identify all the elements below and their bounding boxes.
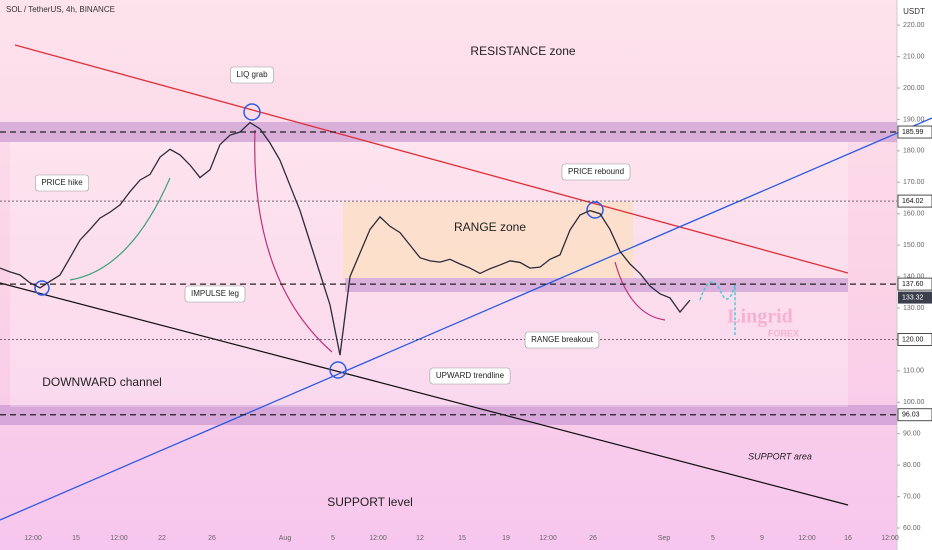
y-tick-label: 160.00 [903, 211, 925, 218]
range-box [343, 202, 633, 278]
channel-bottom [0, 282, 849, 506]
y-tick-label: 190.00 [903, 116, 925, 123]
currency-label: USDT [903, 7, 925, 16]
annotation: RANGE breakout [531, 335, 594, 344]
x-tick-label: 12:00 [369, 535, 387, 542]
y-tick-label: 220.00 [903, 22, 925, 29]
y-tick-label: 210.00 [903, 53, 925, 60]
watermark-brand: Lingrid [727, 306, 793, 328]
annotation: SUPPORT area [748, 451, 812, 461]
x-tick-label: Aug [279, 535, 292, 542]
y-tick-label: 100.00 [903, 399, 925, 406]
level-tag [897, 408, 932, 422]
x-tick-label: 12:00 [539, 535, 557, 542]
annotation: PRICE hike [41, 178, 83, 187]
annotation: SUPPORT level [327, 495, 413, 509]
annotation-box [429, 367, 511, 385]
x-tick-label: 19 [502, 535, 510, 542]
level-label: 164.02 [902, 198, 924, 205]
x-tick-label: 26 [208, 535, 216, 542]
level-label: 120.00 [902, 336, 924, 343]
y-tick-label: 150.00 [903, 242, 925, 249]
x-tick-label: 12 [416, 535, 424, 542]
y-tick-label: 180.00 [903, 148, 925, 155]
hike-arrow [69, 177, 171, 281]
y-tick-label: 130.00 [903, 305, 925, 312]
annotation: LIQ grab [236, 70, 268, 79]
y-tick-label: 140.00 [903, 273, 925, 280]
watermark-sub: FOREX [768, 328, 799, 338]
breakout-arrow [614, 261, 666, 321]
level-label: 185.99 [902, 129, 924, 136]
x-tick-label: 22 [158, 535, 166, 542]
y-tick-label: 80.00 [903, 462, 921, 469]
marker-circle [243, 103, 261, 121]
header: SOL / TetherUS, 4h, BINANCE [6, 5, 115, 14]
x-tick-label: 15 [458, 535, 466, 542]
annotation: RESISTANCE zone [470, 44, 575, 58]
level-tag [897, 194, 932, 208]
marker-circle [586, 201, 604, 219]
annotation: IMPULSE leg [191, 289, 239, 298]
x-tick-label: 12:00 [24, 535, 42, 542]
support-band [0, 405, 897, 425]
range-band [345, 278, 848, 292]
y-tick-label: 90.00 [903, 431, 921, 438]
y-tick-label: 60.00 [903, 525, 921, 532]
x-tick-label: 5 [711, 535, 715, 542]
price-axis-panel [897, 0, 932, 550]
resistance-band [0, 122, 897, 142]
price-line [0, 121, 691, 356]
x-tick-label: Sep [658, 535, 671, 542]
marker-circle [329, 361, 347, 379]
x-tick-label: 12:00 [110, 535, 128, 542]
level-label: 96.03 [902, 412, 920, 419]
x-tick-label: 9 [760, 535, 764, 542]
annotation-box [35, 174, 89, 192]
y-tick-label: 110.00 [903, 368, 924, 375]
level-tag [897, 333, 932, 346]
x-tick-label: 16 [844, 535, 852, 542]
y-tick-label: 200.00 [903, 85, 925, 92]
level-label: 137.60 [902, 281, 924, 288]
y-tick-label: 70.00 [903, 493, 921, 500]
level-tag [897, 277, 932, 291]
y-tick-label: 170.00 [903, 179, 925, 186]
x-tick-label: 5 [331, 535, 335, 542]
last-price-tag [898, 291, 932, 304]
marker-circle [34, 280, 50, 296]
annotation: PRICE rebound [568, 167, 624, 176]
upward-trendline [0, 117, 932, 521]
x-tick-label: 15 [72, 535, 80, 542]
annotation-box [184, 285, 246, 303]
x-tick-label: 26 [589, 535, 597, 542]
impulse-arrow [254, 129, 333, 353]
annotation: RANGE zone [454, 220, 526, 234]
last-price-label: 133.32 [902, 294, 924, 301]
channel-top [14, 44, 849, 274]
x-tick-label: 12:00 [881, 535, 899, 542]
annotation-box [230, 66, 274, 84]
level-tag [897, 125, 932, 139]
annotation-box [561, 163, 631, 181]
annotation: DOWNWARD channel [42, 375, 162, 389]
annotation-box [524, 331, 600, 349]
annotation: UPWARD trendline [436, 371, 505, 380]
x-tick-label: 12:00 [798, 535, 816, 542]
